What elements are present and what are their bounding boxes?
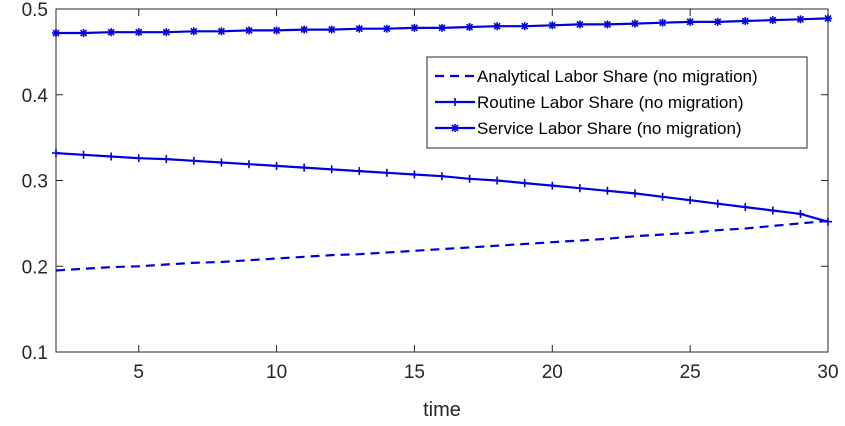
data-point <box>520 179 529 188</box>
data-point <box>631 19 639 28</box>
data-point <box>796 15 805 24</box>
data-point <box>438 172 446 181</box>
axis-ticks: 5 10 15 20 25 30 0.1 0.2 0.3 0.4 0.5 <box>22 0 839 383</box>
data-point <box>768 206 777 215</box>
x-axis-label: time <box>423 399 461 421</box>
data-point <box>824 217 832 226</box>
data-point <box>741 17 750 26</box>
data-point <box>327 25 336 34</box>
legend-item: Routine Labor Share (no migration) <box>435 93 743 112</box>
data-point <box>493 22 502 31</box>
x-tick-label: 20 <box>542 362 563 383</box>
data-point <box>796 209 805 218</box>
data-point <box>300 163 309 172</box>
data-point <box>768 16 777 25</box>
legend-label: Analytical Labor Share (no migration) <box>477 67 758 86</box>
series-1 <box>55 219 829 272</box>
data-point <box>355 167 364 176</box>
data-point <box>451 98 459 106</box>
x-tick-label: 15 <box>404 362 425 383</box>
data-point <box>713 199 722 208</box>
data-point <box>245 26 253 35</box>
y-tick-label: 0.5 <box>22 0 48 21</box>
data-point <box>451 124 459 132</box>
data-point <box>575 20 584 29</box>
data-point <box>603 20 612 29</box>
data-point <box>300 25 309 34</box>
data-point <box>493 176 502 185</box>
data-point <box>327 165 336 174</box>
data-point <box>79 150 88 159</box>
series-line <box>55 219 829 272</box>
data-point <box>189 27 198 36</box>
legend-label: Routine Labor Share (no migration) <box>477 93 743 112</box>
legend-box <box>426 56 808 149</box>
data-point <box>603 186 612 195</box>
data-point <box>465 174 474 183</box>
data-point <box>52 29 60 38</box>
data-point <box>189 156 198 165</box>
data-point <box>79 29 88 38</box>
series-layer <box>52 14 832 272</box>
data-point <box>217 158 226 167</box>
x-tick-label: 5 <box>133 362 144 383</box>
data-point <box>245 160 253 169</box>
data-point <box>686 196 695 205</box>
data-point <box>107 152 116 161</box>
data-point <box>465 23 474 32</box>
data-point <box>134 28 143 37</box>
data-point <box>134 154 143 163</box>
data-point <box>438 23 446 32</box>
data-point <box>575 184 584 193</box>
data-point <box>520 22 529 31</box>
data-point <box>272 26 281 35</box>
legend-label: Service Labor Share (no migration) <box>477 119 742 138</box>
legend-item: Analytical Labor Share (no migration) <box>435 67 758 86</box>
x-tick-label: 10 <box>266 362 287 383</box>
y-tick-label: 0.1 <box>22 343 48 364</box>
data-point <box>658 18 667 27</box>
data-point <box>713 17 722 26</box>
legend-item: Service Labor Share (no migration) <box>435 119 742 138</box>
data-point <box>548 21 557 30</box>
data-point <box>217 27 226 36</box>
data-point <box>410 170 419 179</box>
x-tick-label: 25 <box>680 362 701 383</box>
x-tick-label: 30 <box>817 362 838 383</box>
data-point <box>631 189 639 198</box>
data-point <box>272 161 281 170</box>
data-point <box>355 24 364 33</box>
data-point <box>548 181 557 190</box>
data-point <box>382 24 391 33</box>
data-point <box>52 149 60 158</box>
data-point <box>686 17 695 26</box>
data-point <box>824 14 832 23</box>
y-tick-label: 0.4 <box>22 86 49 107</box>
data-point <box>410 23 419 32</box>
series-2 <box>52 149 832 226</box>
data-point <box>382 168 391 177</box>
data-point <box>741 203 750 212</box>
y-tick-label: 0.3 <box>22 172 48 193</box>
data-point <box>162 28 171 37</box>
data-point <box>107 28 116 37</box>
data-point <box>162 155 171 164</box>
y-tick-label: 0.2 <box>22 257 48 278</box>
series-3 <box>52 14 832 38</box>
legend: Analytical Labor Share (no migration) Rou… <box>426 56 808 149</box>
data-point <box>658 192 667 201</box>
